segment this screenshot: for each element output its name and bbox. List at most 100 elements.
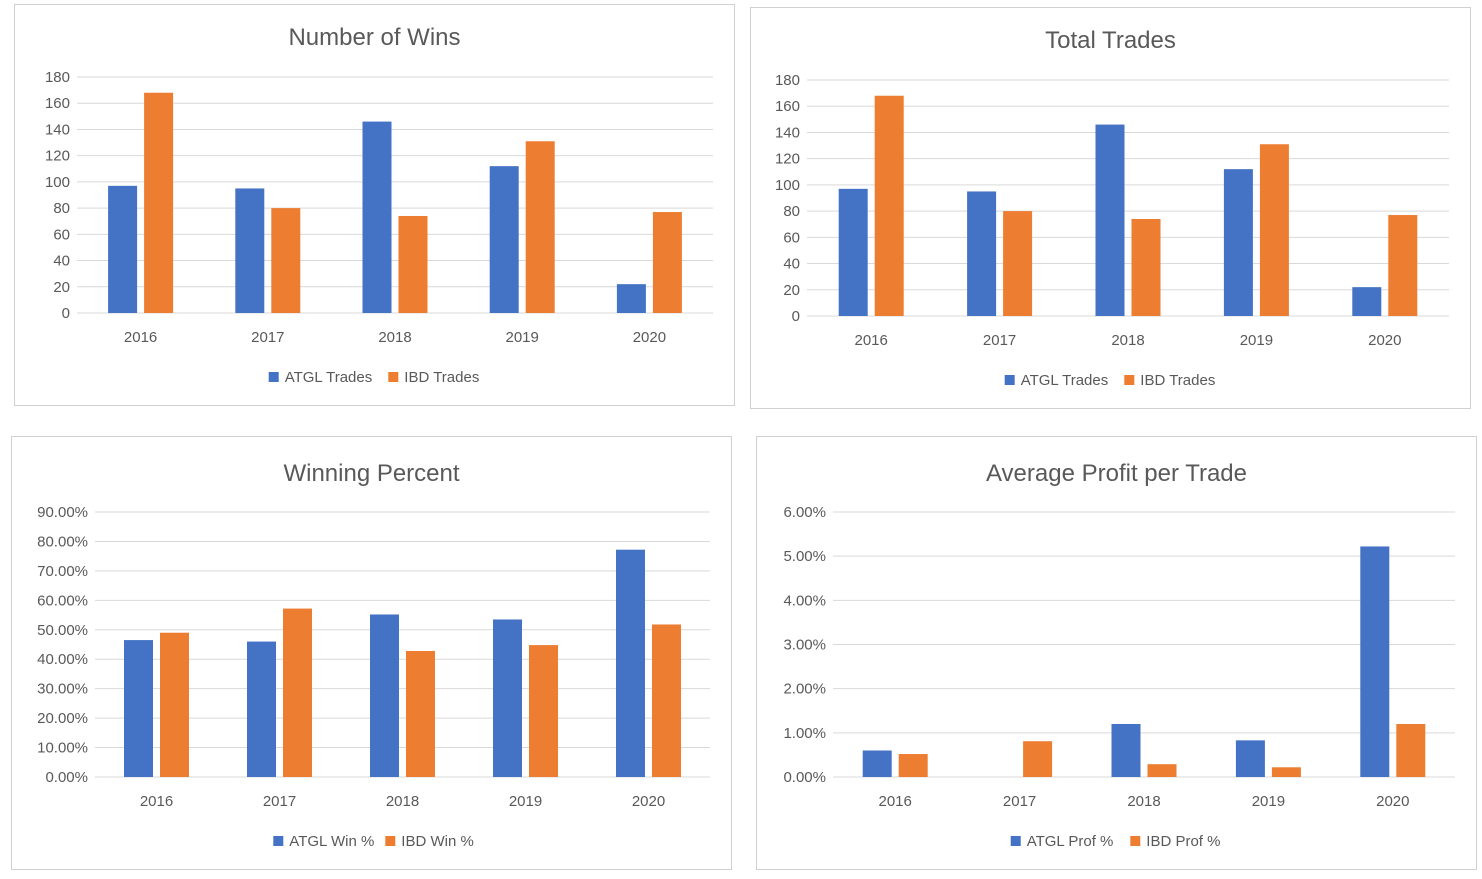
bar-series-a (616, 284, 646, 313)
bar-series-a (862, 750, 892, 777)
bar-series-b (1131, 218, 1161, 316)
x-category-label: 2020 (1376, 793, 1409, 810)
legend-label: ATGL Trades (1021, 372, 1109, 389)
bar-series-b (525, 141, 555, 313)
x-category-label: 2017 (1003, 793, 1036, 810)
legend-swatch (388, 372, 399, 382)
chart-title: Number of Wins (288, 24, 460, 51)
legend-swatch (1124, 375, 1135, 385)
x-category-label: 2019 (1252, 793, 1285, 810)
y-tick-label: 40.00% (37, 651, 88, 668)
y-tick-label: 60.00% (37, 592, 88, 609)
bar-series-b (652, 624, 681, 777)
bar-series-a (235, 188, 265, 313)
bar-series-a (1352, 287, 1382, 316)
x-category-label: 2020 (633, 329, 666, 346)
y-tick-label: 120 (775, 151, 800, 168)
legend-swatch (385, 836, 396, 846)
bar-series-b (1259, 144, 1289, 316)
x-category-label: 2019 (509, 793, 542, 810)
chart-number-of-wins: Number of Wins 0 20 40 60 80 100 120 140 160 180 20… (14, 4, 735, 406)
legend-swatch (273, 836, 284, 846)
bar-series-a (370, 614, 399, 777)
legend-label: IBD Prof % (1146, 833, 1220, 850)
y-tick-label: 3.00% (783, 637, 826, 654)
y-tick-label: 0.00% (45, 769, 88, 786)
legend-swatch (1130, 836, 1141, 846)
x-category-label: 2020 (1368, 332, 1401, 349)
y-tick-label: 20 (783, 282, 800, 299)
bar-series-b (1147, 764, 1177, 777)
y-tick-label: 160 (775, 98, 800, 115)
bar-series-a (493, 619, 522, 777)
y-tick-label: 80 (783, 203, 800, 220)
y-tick-label: 50.00% (37, 622, 88, 639)
chart-winning-percent: Winning Percent 0.00% 10.00% 20.00% 30.00% 40… (11, 436, 732, 870)
y-tick-label: 160 (45, 95, 70, 112)
y-tick-label: 80.00% (37, 533, 88, 550)
bar-series-b (144, 92, 174, 313)
y-tick-label: 60 (53, 226, 70, 243)
legend-label: ATGL Prof % (1027, 833, 1114, 850)
bar-series-a (362, 121, 392, 313)
chart-svg: Total Trades 0 20 40 60 80 100 120 140 160 180 2016… (775, 27, 1449, 389)
y-tick-label: 2.00% (783, 681, 826, 698)
x-category-label: 2018 (378, 329, 411, 346)
bar-series-a (108, 185, 138, 313)
y-tick-label: 30.00% (37, 681, 88, 698)
legend-label: IBD Trades (404, 369, 479, 386)
bar-series-b (652, 212, 682, 313)
legend-label: IBD Win % (401, 833, 474, 850)
y-tick-label: 40 (783, 256, 800, 273)
y-tick-label: 60 (783, 229, 800, 246)
bar-series-b (283, 608, 312, 777)
chart-svg: Winning Percent 0.00% 10.00% 20.00% 30.00% 40… (37, 460, 710, 850)
y-tick-label: 0 (792, 308, 800, 325)
chart-title: Total Trades (1045, 27, 1176, 54)
y-tick-label: 100 (775, 177, 800, 194)
bar-series-a (1223, 169, 1253, 316)
bar-series-b (874, 95, 904, 316)
y-tick-label: 180 (775, 72, 800, 89)
x-category-label: 2016 (855, 332, 888, 349)
bar-series-b (160, 632, 189, 777)
y-tick-label: 90.00% (37, 504, 88, 521)
y-tick-label: 70.00% (37, 563, 88, 580)
bar-series-a (967, 191, 997, 316)
legend-label: ATGL Trades (285, 369, 373, 386)
chart-svg: Number of Wins 0 20 40 60 80 100 120 140 160 180 20… (45, 24, 713, 386)
x-category-label: 2019 (506, 329, 539, 346)
x-category-label: 2017 (251, 329, 284, 346)
x-category-label: 2019 (1240, 332, 1273, 349)
y-tick-label: 20.00% (37, 710, 88, 727)
bar-series-a (1360, 546, 1390, 777)
chart-title: Winning Percent (283, 460, 459, 487)
chart-average-profit-per-trade: Average Profit per Trade 0.00% 1.00% 2.00% 3… (756, 436, 1477, 870)
bar-series-a (1095, 124, 1125, 316)
bar-series-b (1396, 724, 1426, 777)
bar-series-b (529, 645, 558, 777)
legend-swatch (1004, 375, 1015, 385)
legend-swatch (1010, 836, 1021, 846)
y-tick-label: 5.00% (783, 548, 826, 565)
chart-title: Average Profit per Trade (986, 460, 1247, 487)
bar-series-b (271, 208, 301, 313)
y-tick-label: 140 (775, 124, 800, 141)
x-category-label: 2016 (140, 793, 173, 810)
legend-label: ATGL Win % (289, 833, 374, 850)
bar-series-b (406, 650, 435, 777)
legend-swatch (268, 372, 279, 382)
bar-series-a (1111, 724, 1141, 777)
x-category-label: 2018 (386, 793, 419, 810)
bar-series-b (1388, 215, 1418, 316)
bar-series-b (1023, 741, 1053, 777)
bar-series-a (124, 640, 153, 777)
bar-series-a (616, 549, 645, 777)
chart-svg: Average Profit per Trade 0.00% 1.00% 2.00% 3… (783, 460, 1455, 850)
x-category-label: 2017 (263, 793, 296, 810)
bar-series-a (489, 166, 519, 313)
y-tick-label: 80 (53, 200, 70, 217)
bar-series-a (247, 641, 276, 777)
y-tick-label: 6.00% (783, 504, 826, 521)
y-tick-label: 10.00% (37, 740, 88, 757)
